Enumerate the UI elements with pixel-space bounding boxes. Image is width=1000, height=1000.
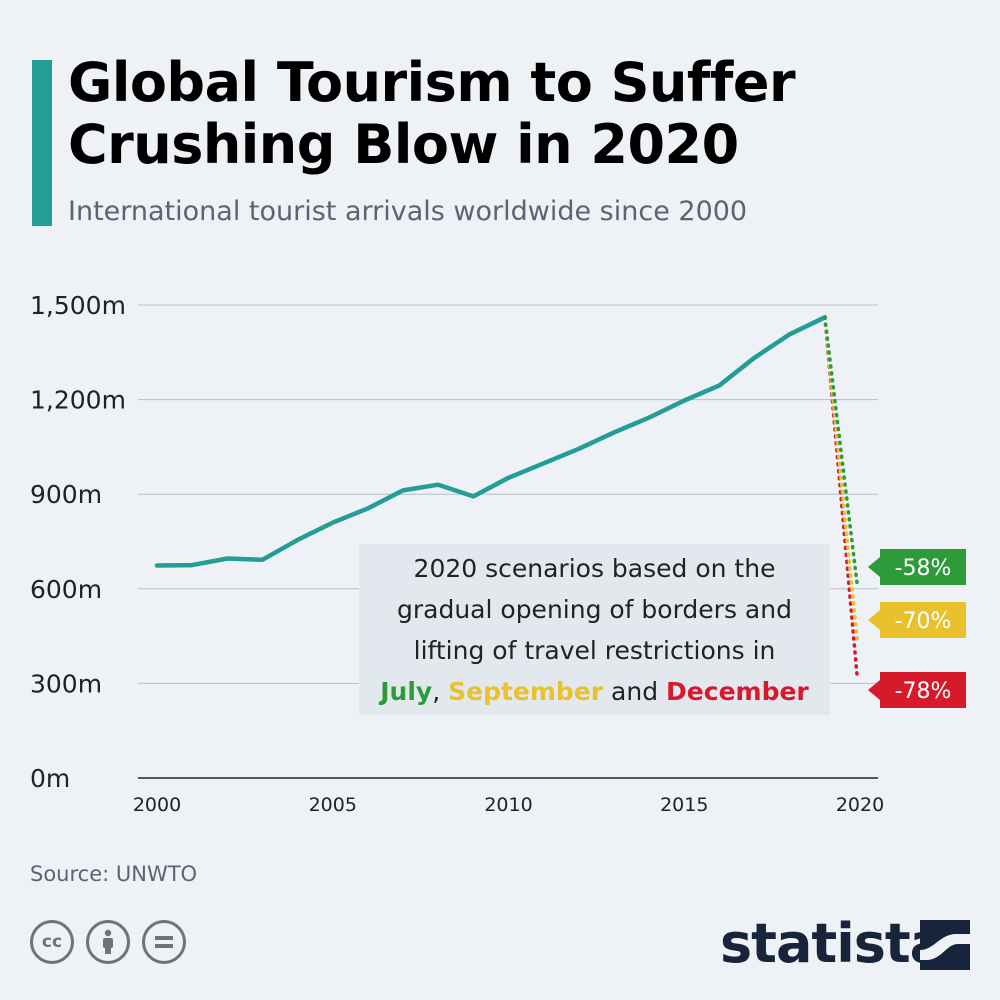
- scenario-line: [823, 315, 859, 679]
- license-icons: cc: [30, 920, 186, 964]
- annotation-line-2: gradual opening of borders and: [397, 595, 792, 624]
- statista-logo-text: statista: [720, 912, 946, 975]
- scenario-badge: -78%: [868, 672, 966, 708]
- x-tick-label: 2010: [484, 794, 532, 816]
- y-tick-label: 600m: [30, 575, 102, 604]
- chart-title: Global Tourism to Suffer Crushing Blow i…: [68, 51, 796, 176]
- y-tick-label: 1,500m: [30, 291, 126, 320]
- badge-box: [880, 602, 966, 638]
- annotation-line-3: lifting of travel restrictions in: [413, 636, 776, 665]
- scenario-badge: -58%: [868, 549, 966, 585]
- x-tick-label: 2000: [133, 794, 181, 816]
- x-tick-label: 2015: [660, 794, 708, 816]
- x-tick-label: 2020: [836, 794, 884, 816]
- annotation-comma: ,: [432, 677, 449, 706]
- annotation-line-1: 2020 scenarios based on the: [413, 554, 776, 583]
- annotation-line-4: July, September and December: [359, 671, 830, 712]
- series-line: [154, 315, 828, 568]
- y-tick-label: 0m: [30, 764, 70, 793]
- y-axis-ticks: 0m 300m 600m 900m 1,200m 1,500m: [30, 291, 126, 793]
- badge-label: -58%: [895, 556, 952, 581]
- scenario-lines: [823, 315, 859, 679]
- annotation-and: and: [603, 677, 667, 706]
- y-tick-label: 1,200m: [30, 386, 126, 415]
- scenario-annotation: 2020 scenarios based on the gradual open…: [359, 544, 830, 715]
- y-tick-label: 900m: [30, 480, 102, 509]
- y-tick-label: 300m: [30, 669, 102, 698]
- scenario-badges: -58% -70% -78%: [868, 549, 966, 708]
- scenario-line: [823, 315, 859, 587]
- badge-pointer: [868, 610, 880, 630]
- cc-icon: cc: [30, 920, 74, 964]
- badge-pointer: [868, 680, 880, 700]
- scenario-badge: -70%: [868, 602, 966, 638]
- series-group: [154, 315, 828, 568]
- x-tick-label: 2005: [309, 794, 357, 816]
- badge-label: -70%: [895, 609, 952, 634]
- badge-box: [880, 672, 966, 708]
- statista-logo-icon: [920, 920, 970, 970]
- title-accent-bar: [32, 60, 52, 226]
- x-axis-ticks: 2000 2005 2010 2015 2020: [133, 794, 884, 816]
- scenario-line: [823, 315, 859, 642]
- chart-subtitle: International tourist arrivals worldwide…: [68, 196, 748, 227]
- source-note: Source: UNWTO: [30, 862, 198, 886]
- annotation-december: December: [666, 677, 809, 706]
- badge-pointer: [868, 557, 880, 577]
- by-person-icon: [86, 920, 130, 964]
- annotation-july: July: [380, 677, 433, 706]
- badge-label: -78%: [895, 679, 952, 704]
- annotation-september: September: [448, 677, 604, 706]
- nd-equals-icon: [142, 920, 186, 964]
- badge-box: [880, 549, 966, 585]
